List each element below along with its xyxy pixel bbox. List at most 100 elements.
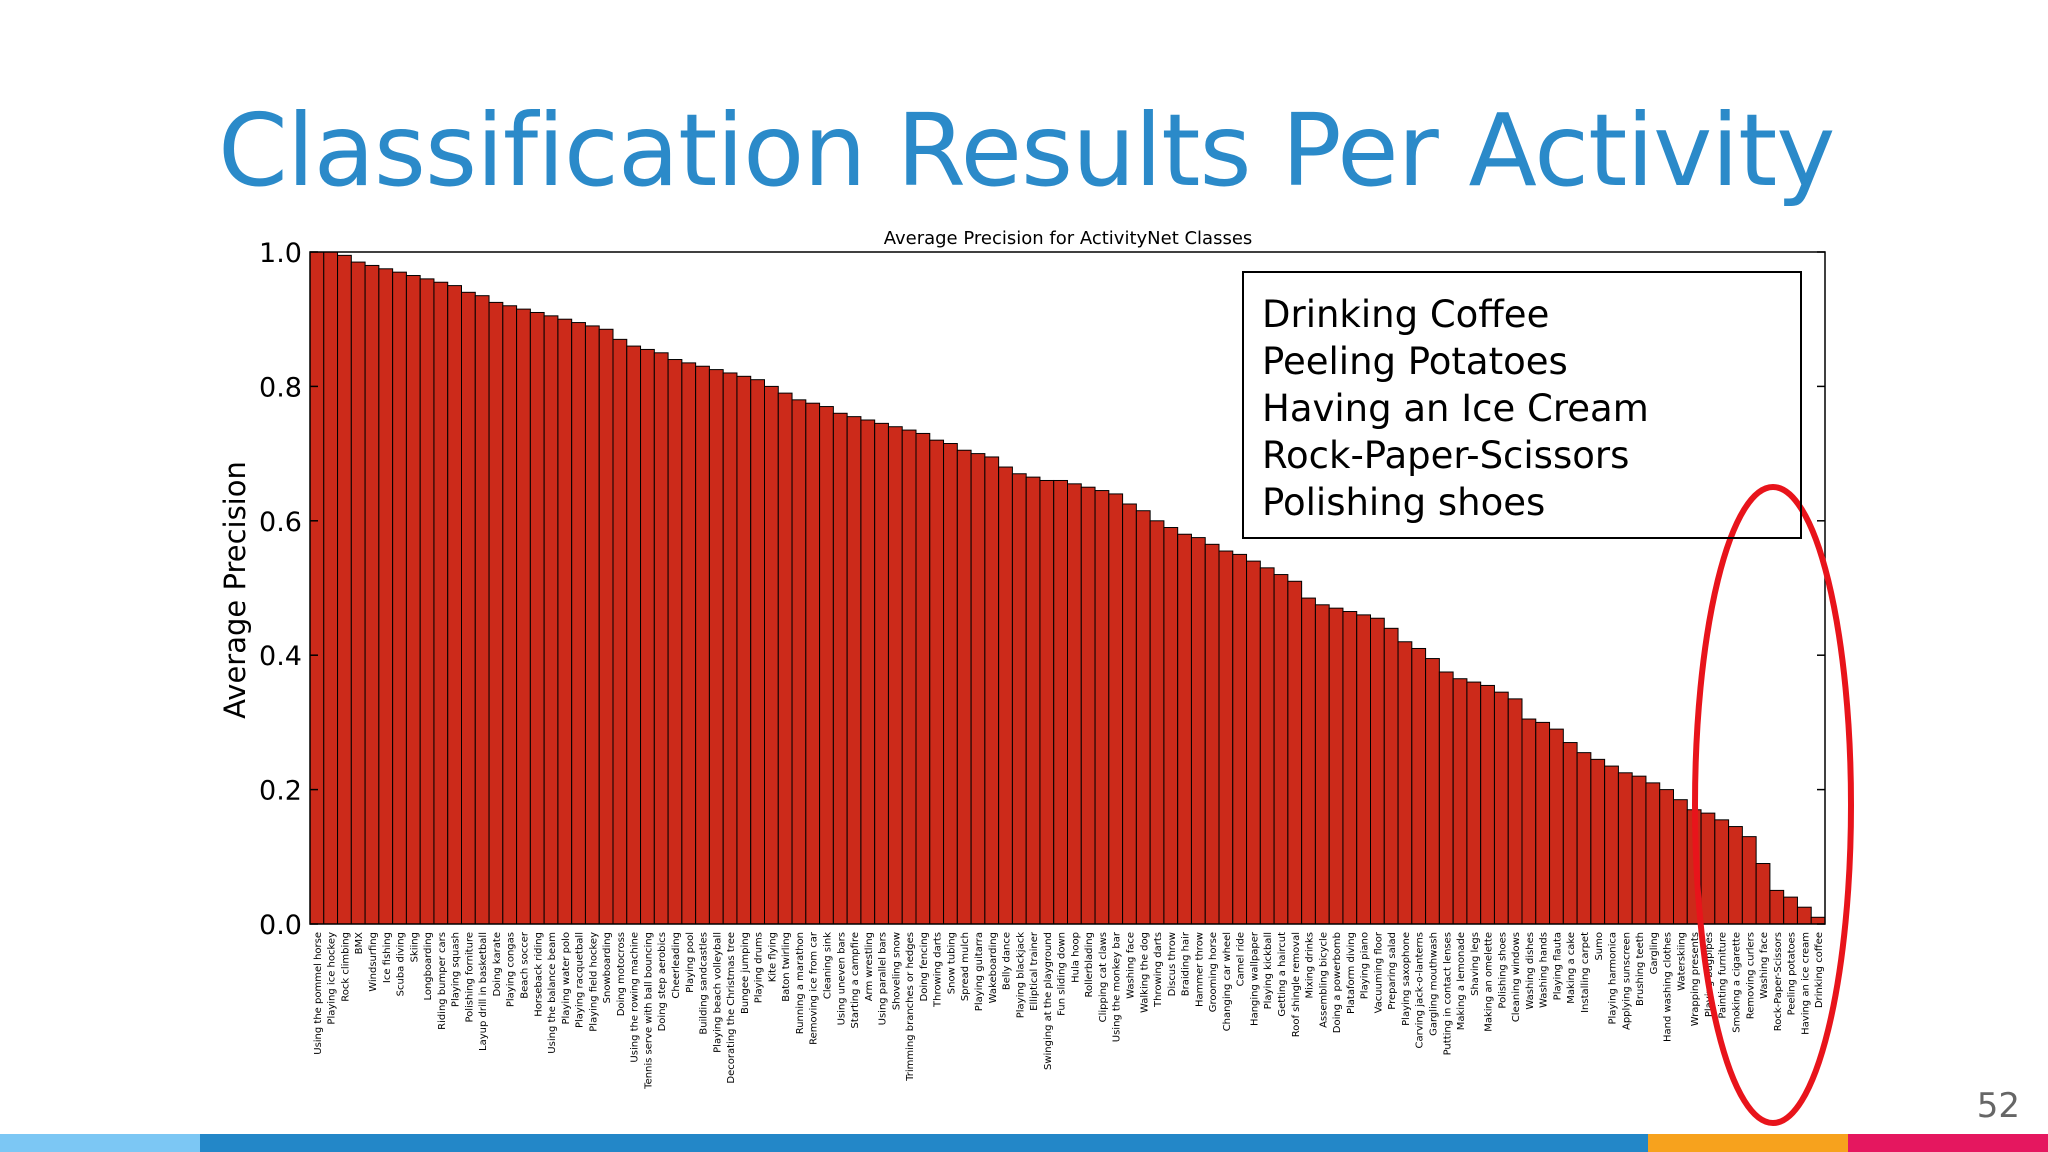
x-tick-label: Arm wrestling bbox=[864, 932, 875, 1001]
x-tick-label: Scuba diving bbox=[396, 932, 407, 996]
x-tick-label: Riding bumper cars bbox=[437, 932, 448, 1030]
x-tick-label: Building sandcastles bbox=[699, 932, 710, 1035]
x-tick-label: Belly dance bbox=[1002, 932, 1013, 990]
x-tick-label: Removing curlers bbox=[1745, 932, 1756, 1019]
bar bbox=[1080, 486, 1096, 925]
x-tick-label: Braiding hair bbox=[1181, 931, 1192, 996]
x-tick-label: Spread mulch bbox=[960, 932, 971, 1001]
x-tick-label: Beach soccer bbox=[519, 931, 530, 999]
bar bbox=[1769, 889, 1785, 925]
bar bbox=[874, 422, 889, 925]
bar bbox=[1232, 553, 1248, 925]
bar bbox=[1576, 752, 1592, 925]
bar bbox=[1659, 789, 1674, 925]
bar bbox=[1411, 647, 1427, 925]
x-tick-label: Windsurfing bbox=[368, 932, 379, 992]
bar bbox=[681, 362, 697, 925]
x-tick-label: Plataform diving bbox=[1346, 932, 1357, 1014]
footer-segment bbox=[1648, 1134, 1848, 1152]
bar bbox=[805, 402, 821, 925]
x-tick-label: Playing saxophone bbox=[1401, 932, 1412, 1026]
bar bbox=[1177, 533, 1192, 925]
x-tick-label: Washing face bbox=[1759, 932, 1770, 999]
x-tick-label: Playing harmonica bbox=[1608, 932, 1619, 1025]
bar bbox=[488, 301, 504, 925]
bar bbox=[736, 375, 752, 925]
x-tick-label: Playing drums bbox=[754, 932, 765, 1003]
x-tick-label: Doing karate bbox=[492, 932, 503, 997]
bar bbox=[309, 251, 325, 925]
bar bbox=[405, 275, 421, 925]
bar bbox=[1480, 684, 1495, 925]
x-tick-label: Shoveling snow bbox=[891, 932, 902, 1010]
x-tick-label: Using the balance beam bbox=[547, 932, 558, 1054]
bar bbox=[1673, 799, 1688, 925]
footer-segment bbox=[1848, 1134, 2048, 1152]
x-tick-label: Ice fishing bbox=[382, 932, 393, 983]
bar bbox=[1700, 812, 1716, 925]
bar bbox=[1590, 758, 1606, 925]
bar bbox=[1397, 641, 1413, 925]
x-tick-label: Cleaning windows bbox=[1511, 932, 1522, 1022]
x-tick-label: Washing face bbox=[1125, 932, 1136, 999]
x-tick-label: Rollerblading bbox=[1084, 932, 1095, 998]
bar bbox=[1370, 617, 1385, 925]
x-tick-label: Discus throw bbox=[1167, 932, 1178, 996]
bar bbox=[1122, 503, 1137, 925]
x-tick-label: Playing piano bbox=[1360, 932, 1371, 999]
x-tick-label: Camel ride bbox=[1236, 932, 1247, 986]
x-tick-label: Gargling mouthwash bbox=[1428, 932, 1439, 1036]
x-tick-label: Running a marathon bbox=[795, 932, 806, 1034]
bar bbox=[791, 399, 807, 925]
bar bbox=[1356, 614, 1371, 925]
bar bbox=[584, 325, 600, 925]
highlighted-class: Rock-Paper-Scissors bbox=[1262, 434, 1630, 477]
x-tick-label: Playing blackjack bbox=[1015, 932, 1026, 1018]
bar bbox=[1273, 574, 1289, 925]
x-tick-label: Doing fencing bbox=[919, 932, 930, 1001]
x-tick-label: Smoking a cigarette bbox=[1731, 932, 1742, 1033]
plot-frame bbox=[309, 251, 1826, 925]
x-tick-label: Polishing forniture bbox=[464, 932, 475, 1023]
x-tick-label: Waterskiing bbox=[1676, 932, 1687, 991]
bar bbox=[832, 412, 848, 925]
bar bbox=[1039, 479, 1055, 925]
bar bbox=[598, 328, 614, 925]
x-tick-label: Throwing darts bbox=[1153, 932, 1164, 1008]
x-tick-label: Playing squash bbox=[451, 932, 462, 1007]
x-tick-label: Playing water polo bbox=[561, 932, 572, 1025]
y-axis-label: Average Precision bbox=[218, 461, 252, 719]
bar bbox=[1149, 520, 1165, 925]
x-tick-label: Making a lemonade bbox=[1456, 932, 1467, 1030]
x-tick-label: Rock climbing bbox=[340, 932, 351, 1002]
bar bbox=[1094, 490, 1110, 925]
bar bbox=[1631, 775, 1647, 925]
x-tick-label: Playing ice hockey bbox=[327, 932, 338, 1025]
x-tick-label: Playing racquetball bbox=[575, 932, 586, 1028]
bar bbox=[1204, 543, 1220, 925]
x-tick-label: Polishing shoes bbox=[1497, 932, 1508, 1009]
y-tick-label: 0.4 bbox=[259, 641, 302, 672]
bar bbox=[777, 392, 793, 925]
x-tick-label: Clipping cat claws bbox=[1098, 932, 1109, 1022]
x-tick-label: Playing congas bbox=[506, 932, 517, 1007]
page-number: 52 bbox=[1976, 1086, 2020, 1126]
footer-color-bar bbox=[0, 1134, 2048, 1152]
x-tick-label: Preparing salad bbox=[1387, 932, 1398, 1010]
x-tick-label: Bungee jumping bbox=[740, 932, 751, 1014]
x-tick-label: Using the rowing machine bbox=[630, 932, 641, 1063]
bar bbox=[392, 271, 407, 925]
x-tick-label: Trimming branches or hedges bbox=[905, 932, 916, 1082]
x-tick-label: Hammer throw bbox=[1194, 932, 1205, 1007]
x-tick-label: Playing field hockey bbox=[588, 932, 599, 1032]
bar bbox=[1645, 782, 1661, 925]
bar bbox=[1535, 721, 1551, 925]
footer-segment bbox=[200, 1134, 1648, 1152]
y-tick-label: 0.6 bbox=[259, 507, 302, 538]
bar bbox=[1328, 607, 1344, 925]
bar bbox=[1604, 765, 1619, 925]
x-tick-label: Gargling bbox=[1649, 932, 1660, 974]
x-tick-label: Carving jack-o-lanterns bbox=[1415, 932, 1426, 1048]
x-tick-label: Throwing darts bbox=[933, 932, 944, 1008]
x-tick-label: Wrapping presents bbox=[1690, 932, 1701, 1026]
